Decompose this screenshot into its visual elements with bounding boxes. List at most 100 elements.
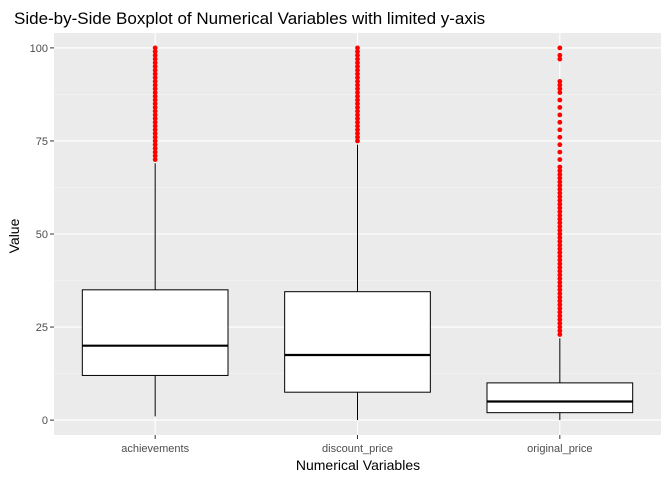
box-iqr [486, 382, 634, 414]
outlier-point [557, 309, 563, 315]
outlier-point [152, 82, 158, 88]
outlier-point [355, 56, 360, 62]
outlier-point [355, 49, 360, 55]
outlier-point [355, 82, 360, 88]
outlier-point [557, 332, 563, 337]
outlier-point [152, 56, 158, 62]
y-tick-label: 0 [42, 415, 48, 427]
outlier-point [152, 145, 158, 151]
outlier-point [557, 205, 563, 211]
outlier-point [557, 257, 563, 263]
outlier-point [557, 279, 563, 285]
outlier-point [355, 64, 360, 69]
outlier-point [557, 183, 563, 189]
outlier-point [557, 324, 563, 330]
outlier-point [557, 168, 563, 174]
outlier-point [557, 172, 563, 177]
outlier-point [557, 253, 563, 259]
outlier-point [355, 119, 360, 125]
outlier-point [355, 116, 360, 122]
outlier-point [152, 123, 158, 129]
outlier-point [152, 78, 158, 84]
outlier-point [557, 142, 563, 148]
outlier-point [152, 149, 158, 155]
outlier-point [355, 45, 360, 51]
outlier-point [355, 52, 360, 58]
outlier-point [355, 131, 360, 136]
y-tick-label: 25 [36, 322, 48, 334]
y-tick-label: 50 [36, 229, 48, 241]
outlier-point [557, 198, 563, 203]
outlier-point [557, 119, 563, 125]
outlier-point [557, 78, 563, 84]
outlier-point [355, 123, 360, 129]
outlier-point [557, 283, 563, 289]
outlier-point [557, 291, 563, 296]
outlier-point [557, 246, 563, 252]
outlier-point [557, 227, 563, 233]
outlier-point [557, 190, 563, 196]
outlier-point [557, 164, 563, 170]
outlier-point [557, 317, 563, 323]
outlier-point [557, 276, 563, 282]
outlier-point [152, 138, 158, 144]
outlier-point [355, 93, 360, 99]
outlier-point [557, 320, 563, 326]
outlier-point [557, 302, 563, 308]
outlier-point [557, 306, 563, 311]
outlier-point [152, 157, 158, 162]
outlier-point [557, 216, 563, 222]
y-tick-label: 75 [36, 136, 48, 148]
outlier-point [557, 201, 563, 207]
outlier-point [152, 101, 158, 107]
outlier-point [152, 105, 158, 110]
outlier-point [355, 112, 360, 118]
outlier-point [152, 90, 158, 95]
outlier-point [152, 75, 158, 81]
x-tick-label: discount_price [322, 443, 393, 455]
outlier-point [355, 97, 360, 103]
outlier-point [152, 86, 158, 92]
outlier-point [557, 127, 563, 133]
y-tick-label: 100 [30, 43, 48, 55]
outlier-point [152, 142, 158, 148]
outlier-point [557, 134, 563, 140]
outlier-point [557, 82, 563, 88]
outlier-point [557, 45, 563, 51]
outlier-point [152, 45, 158, 51]
outlier-point [152, 67, 158, 73]
outlier-point [152, 131, 158, 136]
outlier-point [152, 153, 158, 159]
outlier-point [355, 90, 360, 95]
outlier-point [557, 242, 563, 248]
outlier-point [152, 71, 158, 77]
outlier-point [152, 97, 158, 103]
outlier-point [557, 186, 563, 192]
outlier-point [557, 179, 563, 185]
outlier-point [557, 328, 563, 334]
outlier-point [557, 261, 563, 267]
outlier-point [557, 294, 563, 300]
outlier-point [152, 52, 158, 58]
outlier-point [557, 175, 563, 181]
box-iqr [81, 289, 229, 376]
outlier-point [355, 108, 360, 114]
outlier-point [557, 235, 563, 241]
outlier-point [152, 108, 158, 114]
outlier-point [557, 287, 563, 293]
outlier-point [152, 119, 158, 125]
outlier-point [152, 64, 158, 69]
outlier-point [355, 86, 360, 92]
outlier-point [355, 105, 360, 110]
outlier-point [557, 231, 563, 237]
outlier-point [152, 134, 158, 140]
outlier-point [557, 112, 563, 118]
outlier-point [557, 265, 563, 270]
outlier-point [355, 67, 360, 73]
outlier-point [557, 194, 563, 200]
outlier-point [557, 220, 563, 226]
outlier-point [355, 101, 360, 107]
y-axis-title: Value [6, 218, 22, 253]
outlier-point [355, 75, 360, 81]
